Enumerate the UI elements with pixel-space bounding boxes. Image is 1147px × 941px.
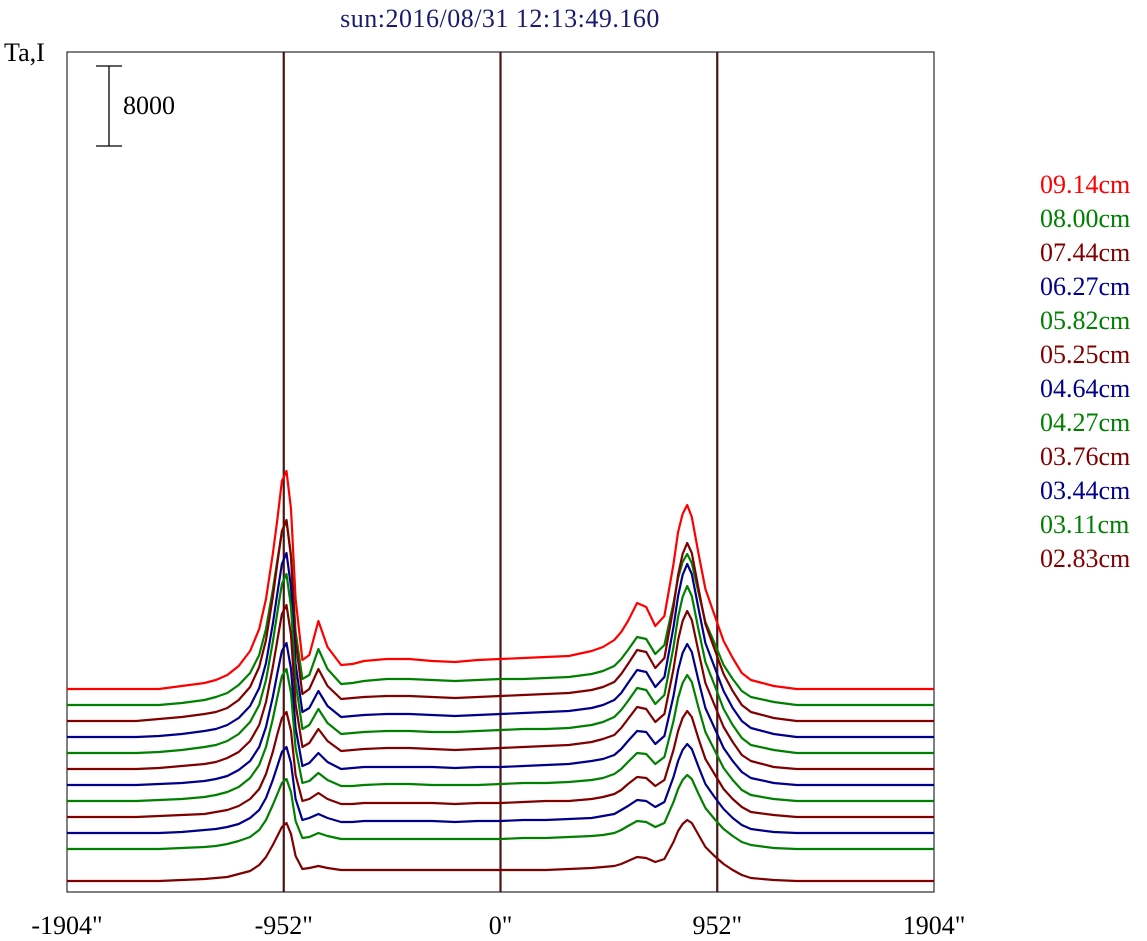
series-line-04-27cm [67,667,934,803]
legend-item: 03.44cm [1040,476,1131,505]
legend-item: 07.44cm [1040,238,1131,267]
legend-item: 02.83cm [1040,544,1131,573]
vertical-markers [282,52,719,892]
scale-bar-label: 8000 [123,91,175,120]
series-line-06-27cm [67,551,934,739]
series-line-07-44cm [67,518,934,723]
series-line-08-00cm [67,519,934,707]
legend-item: 04.27cm [1040,408,1131,437]
legend: 09.14cm 08.00cm 07.44cm 06.27cm 05.82cm 05.25… [1040,168,1147,576]
scale-bar: 8000 [96,65,175,147]
y-axis-label: Ta,I [4,38,45,67]
legend-item: 05.82cm [1040,306,1131,335]
series-line-05-25cm [67,603,934,771]
legend-item: 09.14cm [1040,170,1131,199]
x-tick-labels: -1904" -952" 0" 952" 1904" [31,911,965,940]
series-line-03-44cm [67,742,934,835]
x-tick-label: 1904" [903,911,966,940]
x-tick-label: -1904" [31,911,102,940]
series-line-03-11cm [67,773,934,851]
legend-item: 06.27cm [1040,272,1131,301]
x-tick-label: 952" [692,911,742,940]
legend-item: 03.76cm [1040,442,1131,471]
series-line-02-83cm [67,818,934,883]
legend-item: 03.11cm [1040,510,1130,539]
legend-item: 08.00cm [1040,204,1131,233]
series-layer [67,469,934,883]
x-tick-label: 0" [489,911,513,940]
chart-title: sun:2016/08/31 12:13:49.160 [340,4,660,33]
legend-item: 05.25cm [1040,340,1131,369]
legend-item: 04.64cm [1040,374,1131,403]
series-line-04-64cm [67,641,934,787]
series-line-03-76cm [67,709,934,819]
x-tick-label: -952" [255,911,313,940]
series-line-09-14cm [67,469,934,691]
series-line-05-82cm [67,572,934,755]
